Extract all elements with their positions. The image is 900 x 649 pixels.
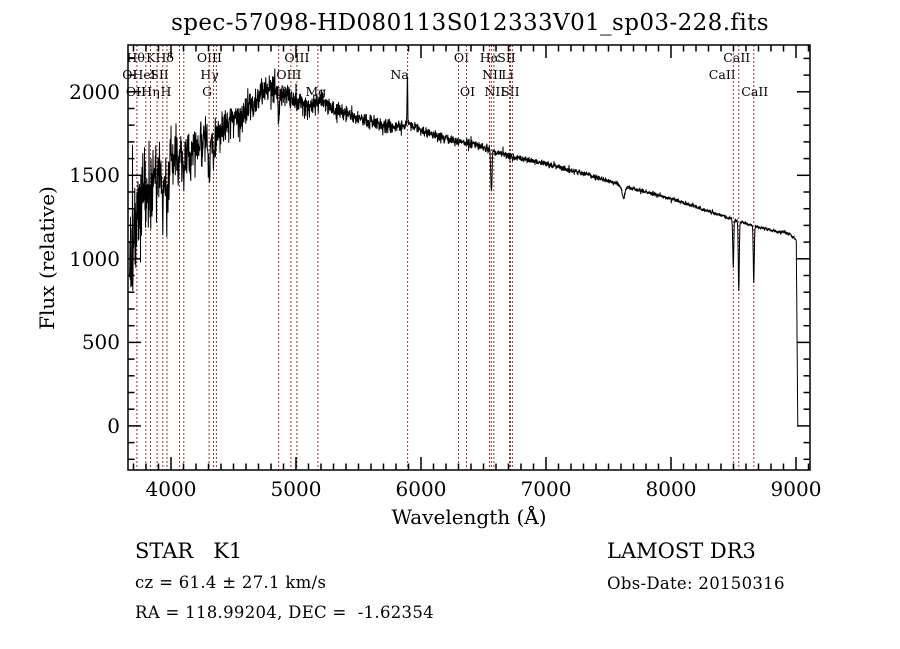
line-markers-group (136, 45, 755, 470)
spectral-line-label: Hθ (126, 50, 145, 65)
plot-box (127, 44, 811, 471)
survey-text: LAMOST DR3 (607, 539, 756, 563)
radec-text: RA = 118.99204, DEC = -1.62354 (135, 603, 434, 622)
y-tick-label: 1000 (69, 246, 120, 271)
spectral-line-label: Hβ (269, 84, 288, 99)
spectral-line-label: SII (497, 50, 516, 65)
spectral-line-label: OI (453, 50, 470, 65)
spectral-line-label: Hα (479, 50, 500, 65)
spectral-line-label: CaII (708, 67, 736, 82)
object-class-text: STAR K1 (135, 539, 243, 563)
spectral-line-label: K (146, 50, 156, 65)
x-tick-label: 4000 (145, 477, 197, 501)
axes-group (127, 44, 811, 471)
spectral-line-label: Hγ (200, 67, 219, 82)
spectral-line-label: OIII (276, 67, 302, 82)
y-tick-label: 1500 (69, 163, 120, 188)
spectral-line-label: Na (390, 67, 409, 82)
spectral-line-label: Mg (305, 84, 327, 99)
spectral-line-label: CaII (723, 50, 751, 65)
spectral-line-label: OIII (196, 50, 222, 65)
x-tick-label: 5000 (270, 477, 322, 501)
cz-text: cz = 61.4 ± 27.1 km/s (135, 573, 327, 592)
x-axis-label: Wavelength (Å) (391, 505, 547, 529)
spectral-line-label: OIII (284, 50, 310, 65)
spectral-line-label: Li (501, 67, 514, 82)
x-tick-label: 7000 (520, 477, 572, 501)
x-tick-label: 8000 (645, 477, 697, 501)
spectral-line-label: NII (482, 67, 503, 82)
spectrum-trace (129, 68, 799, 426)
y-tick-label: 2000 (69, 79, 120, 104)
spectral-line-label: CaII (741, 84, 769, 99)
spectral-line-label: Hδ (155, 50, 174, 65)
spectral-line-label: H (160, 84, 172, 99)
spectral-line-label: SII (501, 84, 520, 99)
spectral-line-label: SII (150, 67, 169, 82)
x-tick-label: 6000 (395, 477, 447, 501)
spectral-line-label: Hη (141, 84, 160, 99)
x-tick-label: 9000 (770, 477, 822, 501)
obsdate-text: Obs-Date: 20150316 (607, 574, 785, 593)
page-title: spec-57098-HD080113S012333V01_sp03-228.f… (171, 10, 769, 36)
spectral-line-label: OI (459, 84, 476, 99)
y-tick-label: 500 (81, 330, 120, 355)
spectral-line-label: G (202, 84, 213, 99)
y-tick-label: 0 (107, 413, 120, 438)
